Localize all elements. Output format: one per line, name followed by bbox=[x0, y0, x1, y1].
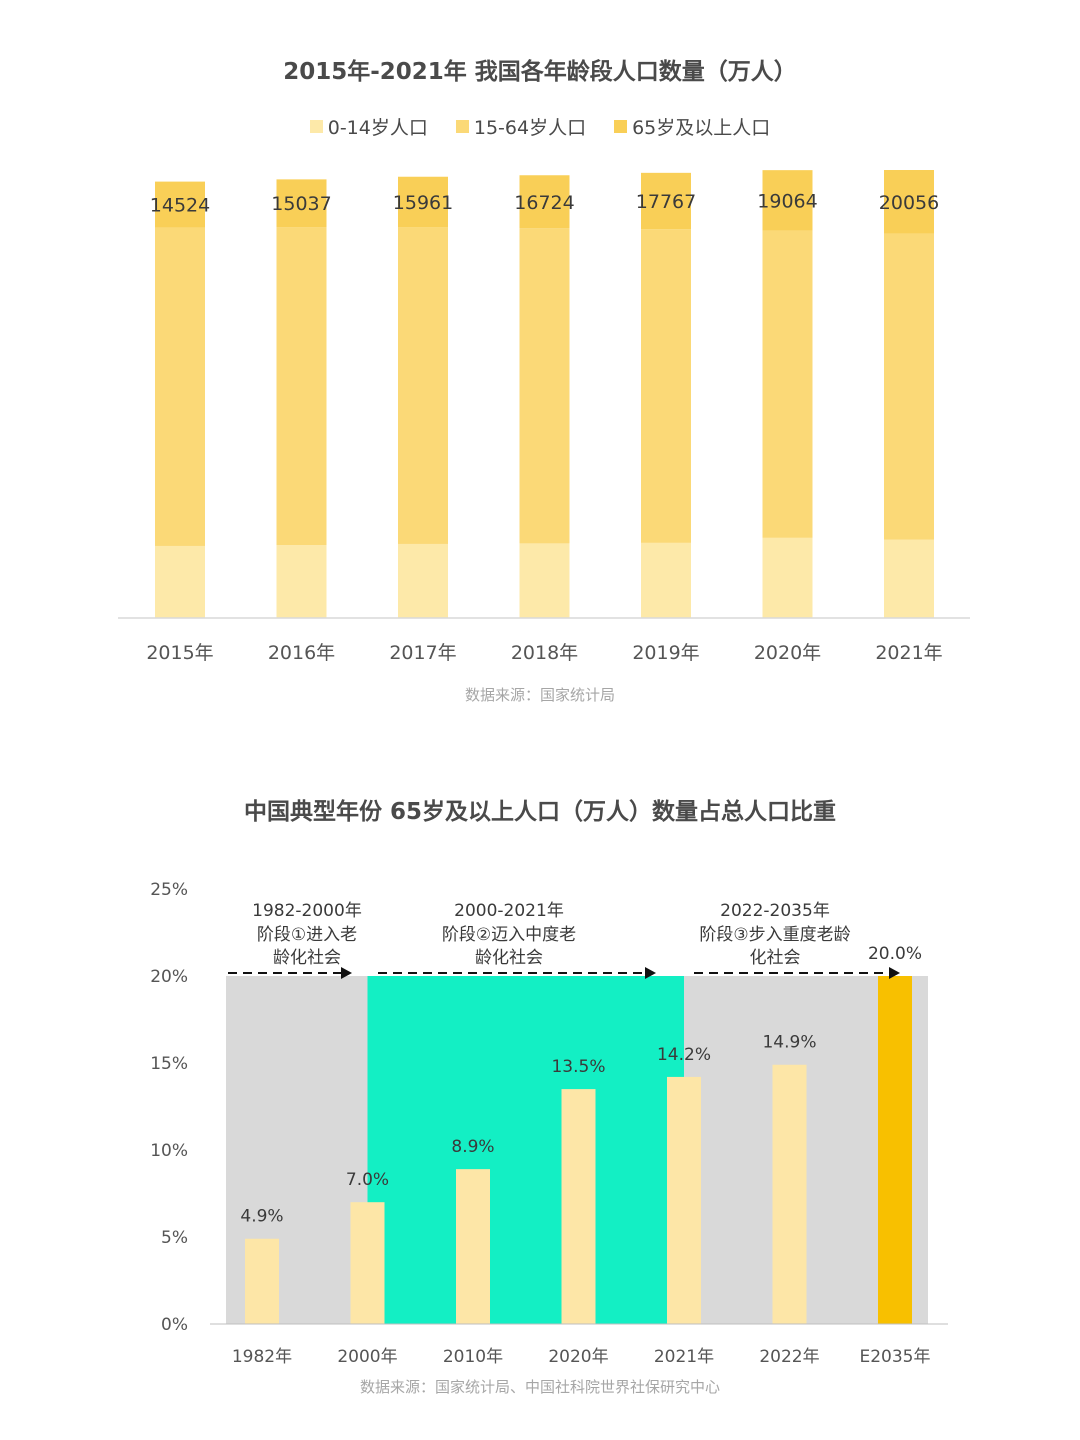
chart1-title: 2015年-2021年 我国各年龄段人口数量（万人） bbox=[283, 59, 797, 85]
bar-segment-65plus bbox=[884, 170, 934, 234]
bar-segment-0-14 bbox=[398, 543, 448, 618]
y-tick-label: 15% bbox=[150, 1054, 188, 1074]
data-label: 14.2% bbox=[657, 1045, 711, 1065]
aging-ratio-bar-chart: 0% 5% 10% 15% 20% 25% 4.9% 1982年 7.0% 2000年 8.9% 20… bbox=[150, 880, 948, 1367]
phase-label-stage: 阶段①进入老 bbox=[257, 925, 357, 945]
x-tick-label: 1982年 bbox=[232, 1347, 292, 1367]
bar-segment-0-14 bbox=[276, 545, 327, 618]
bar bbox=[561, 1089, 596, 1324]
legend-swatch bbox=[309, 120, 323, 133]
bar bbox=[772, 1064, 807, 1324]
bar-segment-0-14 bbox=[641, 542, 691, 618]
chart2-title: 中国典型年份 65岁及以上人口（万人）数量占总人口比重 bbox=[243, 799, 836, 825]
y-tick-label: 5% bbox=[161, 1228, 188, 1248]
bar bbox=[667, 1076, 701, 1324]
x-tick-label: 2015年 bbox=[146, 642, 213, 664]
legend-item-15-64: 15-64岁人口 bbox=[455, 113, 587, 140]
bar-segment-15-64 bbox=[276, 227, 327, 546]
bar-segment-65plus bbox=[276, 179, 327, 228]
arrow-head-icon bbox=[889, 967, 900, 979]
data-label: 20056 bbox=[879, 192, 939, 214]
bar-segment-65plus bbox=[398, 176, 448, 228]
data-label: 14524 bbox=[150, 195, 210, 217]
bar bbox=[878, 976, 912, 1324]
bar-segment-0-14 bbox=[155, 545, 205, 618]
phase-label-stage: 龄化社会 bbox=[273, 948, 341, 968]
x-tick-label: 2000年 bbox=[337, 1347, 397, 1367]
bar-segment-0-14 bbox=[884, 539, 934, 618]
y-tick-label: 20% bbox=[150, 967, 188, 987]
phase-label-stage: 阶段②迈入中度老 bbox=[442, 925, 576, 945]
chart1-legend: 0-14岁人口 15-64岁人口 65岁及以上人口 bbox=[0, 113, 1080, 140]
bar-segment-15-64 bbox=[519, 228, 570, 544]
bar-segment-0-14 bbox=[762, 537, 813, 618]
x-tick-label: 2016年 bbox=[268, 642, 335, 664]
data-label: 15037 bbox=[271, 193, 331, 215]
phase-label-years: 2000-2021年 bbox=[454, 901, 564, 921]
x-tick-label: 2019年 bbox=[632, 642, 699, 664]
legend-label: 15-64岁人口 bbox=[473, 117, 587, 139]
bar-segment-65plus bbox=[519, 175, 570, 229]
data-label: 7.0% bbox=[346, 1170, 389, 1190]
bar-segment-15-64 bbox=[398, 227, 448, 544]
data-label: 15961 bbox=[393, 192, 453, 214]
phase-label-stage: 龄化社会 bbox=[475, 948, 543, 968]
x-tick-label: 2010年 bbox=[443, 1347, 503, 1367]
data-label: 19064 bbox=[757, 190, 817, 212]
legend-swatch bbox=[455, 120, 469, 133]
bar bbox=[350, 1202, 385, 1324]
x-tick-label: 2017年 bbox=[389, 642, 456, 664]
bar-segment-15-64 bbox=[762, 230, 813, 538]
x-tick-label: 2020年 bbox=[754, 642, 821, 664]
stacked-bar-chart: 14524 2015年 15037 2016年 15961 2017年 16724 2018年… bbox=[118, 170, 970, 664]
x-tick-label: 2022年 bbox=[759, 1347, 819, 1367]
legend-label: 0-14岁人口 bbox=[327, 117, 428, 139]
y-tick-label: 0% bbox=[161, 1315, 188, 1335]
x-tick-label: 2021年 bbox=[654, 1347, 714, 1367]
phase-label-years: 2022-2035年 bbox=[720, 901, 830, 921]
bar bbox=[456, 1169, 490, 1324]
bar-segment-15-64 bbox=[641, 229, 691, 543]
x-tick-label: E2035年 bbox=[859, 1347, 930, 1367]
bar-segment-65plus bbox=[155, 181, 205, 228]
data-label: 20.0% bbox=[868, 944, 922, 964]
arrow-head-icon bbox=[341, 967, 352, 979]
x-tick-label: 2020年 bbox=[548, 1347, 608, 1367]
data-label: 14.9% bbox=[762, 1033, 816, 1053]
arrow-head-icon bbox=[645, 967, 656, 979]
phase-label-years: 1982-2000年 bbox=[252, 901, 362, 921]
data-label: 13.5% bbox=[551, 1057, 605, 1077]
legend-item-65plus: 65岁及以上人口 bbox=[614, 113, 770, 140]
data-label: 8.9% bbox=[451, 1137, 494, 1157]
data-label: 4.9% bbox=[240, 1207, 283, 1227]
bar-segment-65plus bbox=[762, 170, 813, 231]
y-tick-label: 10% bbox=[150, 1141, 188, 1161]
chart1-source: 数据来源：国家统计局 bbox=[464, 686, 615, 704]
y-tick-label: 25% bbox=[150, 880, 188, 900]
x-tick-label: 2021年 bbox=[875, 642, 942, 664]
bar-segment-15-64 bbox=[884, 233, 934, 540]
chart2-source: 数据来源：国家统计局、中国社科院世界社保研究中心 bbox=[359, 1378, 720, 1396]
phase-label-stage: 阶段③步入重度老龄 bbox=[699, 925, 850, 945]
bar bbox=[245, 1238, 279, 1324]
bar-segment-65plus bbox=[641, 172, 691, 230]
legend-item-0-14: 0-14岁人口 bbox=[309, 113, 428, 140]
bar-segment-15-64 bbox=[155, 227, 205, 546]
data-label: 16724 bbox=[514, 192, 574, 214]
data-label: 17767 bbox=[636, 191, 696, 213]
legend-swatch bbox=[614, 120, 628, 133]
phase-band-2 bbox=[367, 976, 684, 1324]
x-tick-label: 2018年 bbox=[511, 642, 578, 664]
phase-label-stage: 化社会 bbox=[750, 948, 801, 968]
legend-label: 65岁及以上人口 bbox=[632, 117, 771, 139]
bar-segment-0-14 bbox=[519, 543, 570, 618]
